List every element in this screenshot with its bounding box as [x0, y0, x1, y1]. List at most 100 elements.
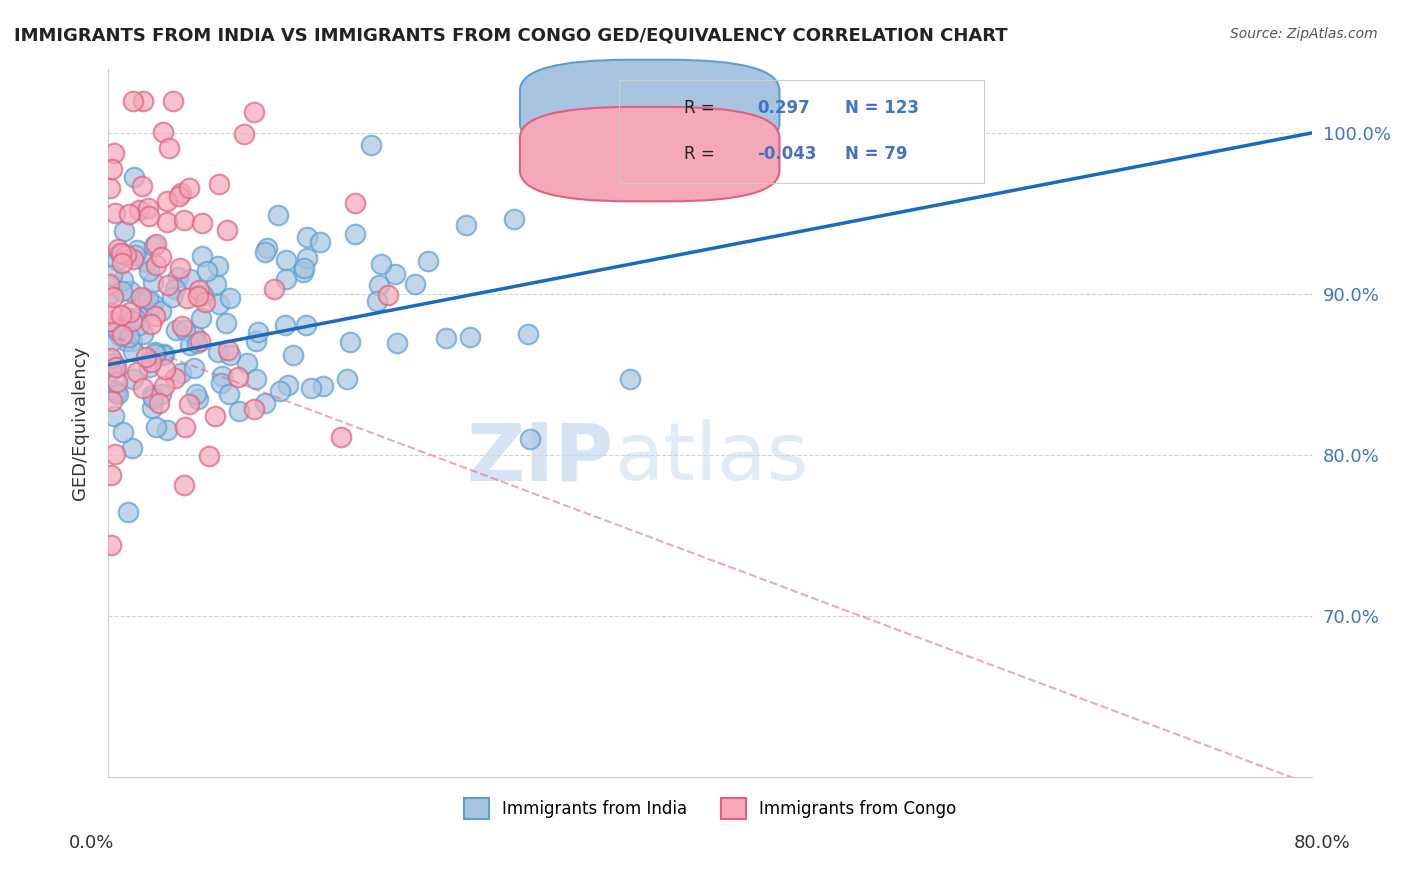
Point — [184, 328, 207, 343]
Point — [100, 364, 122, 378]
Point — [104, 447, 127, 461]
Point — [104, 360, 127, 375]
Point — [135, 350, 157, 364]
Point — [343, 227, 366, 241]
Point — [170, 186, 193, 201]
Point — [150, 303, 173, 318]
Point — [187, 289, 209, 303]
Point — [132, 291, 155, 305]
Point — [149, 250, 172, 264]
Point — [105, 386, 128, 401]
Point — [162, 94, 184, 108]
FancyBboxPatch shape — [520, 60, 779, 154]
Point — [174, 420, 197, 434]
Point — [517, 326, 540, 341]
Point — [136, 293, 159, 307]
Point — [209, 376, 232, 391]
Point — [122, 169, 145, 184]
Point — [150, 387, 173, 401]
Point — [138, 264, 160, 278]
Point — [188, 334, 211, 348]
Point — [360, 138, 382, 153]
Point — [169, 261, 191, 276]
Point — [219, 291, 242, 305]
Point — [157, 141, 180, 155]
Point — [191, 216, 214, 230]
Point — [339, 334, 361, 349]
Point — [103, 356, 125, 370]
Point — [207, 345, 229, 359]
Point — [125, 243, 148, 257]
Point — [214, 317, 236, 331]
Point — [115, 334, 138, 348]
Point — [118, 330, 141, 344]
Point — [138, 209, 160, 223]
Point — [165, 371, 187, 385]
Point — [143, 309, 166, 323]
Point — [226, 370, 249, 384]
Text: R =: R = — [685, 99, 716, 117]
Point — [183, 361, 205, 376]
Point — [103, 145, 125, 160]
Point — [105, 375, 128, 389]
Point — [121, 441, 143, 455]
Point — [416, 253, 439, 268]
Point — [519, 432, 541, 446]
Point — [207, 260, 229, 274]
Point — [243, 105, 266, 120]
Point — [197, 449, 219, 463]
Point — [254, 244, 277, 259]
Point — [98, 277, 121, 292]
Point — [236, 356, 259, 370]
Point — [228, 403, 250, 417]
Point — [120, 284, 142, 298]
Point — [145, 236, 167, 251]
Point — [218, 347, 240, 361]
Point — [160, 289, 183, 303]
Point — [170, 367, 193, 381]
Point — [166, 270, 188, 285]
Point — [295, 318, 318, 332]
Point — [142, 391, 165, 405]
Point — [104, 206, 127, 220]
Point — [145, 258, 167, 272]
Point — [165, 323, 187, 337]
Point — [187, 392, 209, 406]
Point — [281, 348, 304, 362]
Point — [205, 277, 228, 292]
Point — [152, 126, 174, 140]
Point — [217, 343, 239, 358]
Point — [336, 372, 359, 386]
Point — [128, 318, 150, 332]
Point — [384, 267, 406, 281]
Point — [619, 372, 641, 386]
Point — [153, 347, 176, 361]
Point — [176, 291, 198, 305]
Point — [211, 368, 233, 383]
Text: 80.0%: 80.0% — [1294, 834, 1350, 852]
Point — [143, 347, 166, 361]
Point — [167, 189, 190, 203]
Point — [117, 311, 139, 326]
Text: Source: ZipAtlas.com: Source: ZipAtlas.com — [1230, 27, 1378, 41]
Point — [111, 284, 134, 298]
Point — [344, 196, 367, 211]
Point — [110, 329, 132, 343]
Point — [309, 235, 332, 249]
Point — [277, 378, 299, 392]
Point — [191, 249, 214, 263]
Point — [98, 314, 121, 328]
Point — [135, 255, 157, 269]
Point — [100, 351, 122, 365]
Point — [385, 335, 408, 350]
Point — [122, 252, 145, 267]
Point — [156, 277, 179, 292]
Point — [143, 239, 166, 253]
Point — [179, 272, 201, 286]
Point — [104, 384, 127, 399]
Point — [145, 419, 167, 434]
Point — [218, 387, 240, 401]
Point — [179, 397, 201, 411]
Point — [98, 180, 121, 194]
Point — [101, 268, 124, 282]
